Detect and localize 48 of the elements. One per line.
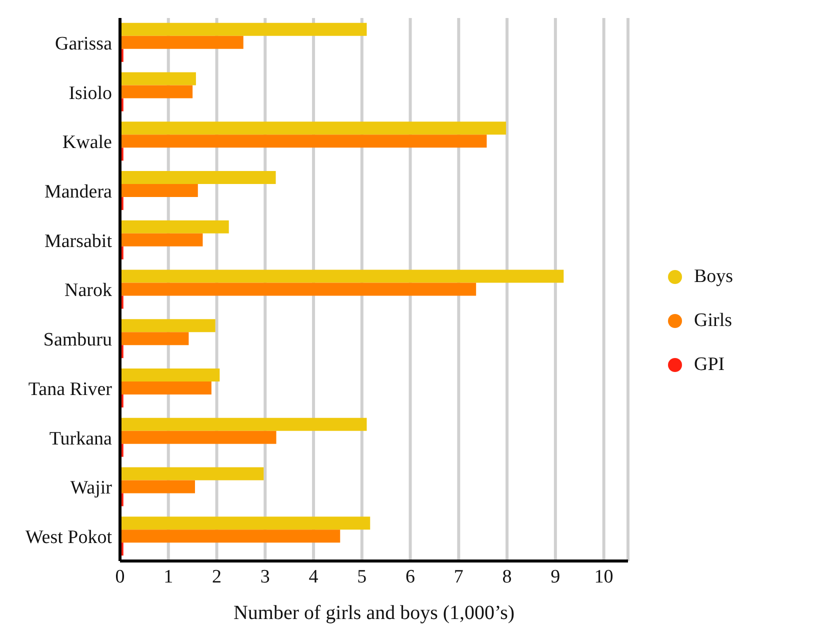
bar (120, 171, 276, 184)
bar (120, 85, 193, 98)
x-tick-label: 0 (115, 566, 125, 588)
bar (120, 430, 276, 444)
x-tick-label: 4 (308, 566, 319, 588)
y-tick-label: Kwale (62, 132, 112, 154)
y-tick-label: Isiolo (68, 82, 112, 104)
bar (120, 381, 212, 394)
bar (120, 36, 244, 49)
x-tick-label: 2 (212, 566, 222, 588)
y-tick-label: Narok (64, 280, 112, 302)
y-tick-label: Garissa (55, 33, 113, 54)
y-tick-label: West Pokot (25, 527, 113, 548)
bar (120, 220, 229, 234)
bar (120, 270, 564, 283)
y-tick-label: Tana River (28, 378, 113, 400)
bar (120, 184, 198, 198)
bar (120, 530, 340, 543)
bar (120, 332, 189, 346)
bar (120, 516, 370, 530)
x-tick-label: 6 (406, 566, 416, 588)
bar (120, 418, 367, 431)
x-tick-label: 1 (164, 566, 174, 588)
x-tick-label: 10 (594, 566, 614, 588)
bar (120, 282, 476, 296)
bar (120, 319, 216, 332)
legend-label: Boys (694, 266, 734, 286)
x-tick-label: 5 (357, 566, 367, 588)
x-tick-label: 8 (502, 566, 512, 588)
bar (120, 122, 506, 135)
bar (120, 467, 264, 480)
bar (120, 134, 487, 148)
x-tick-label: 3 (260, 566, 270, 588)
y-tick-label: Wajir (70, 478, 113, 499)
bar (120, 480, 195, 494)
x-tick-label: 7 (454, 566, 464, 588)
bar (120, 368, 220, 382)
y-tick-label: Mandera (44, 182, 113, 203)
y-tick-label: Marsabit (44, 230, 113, 252)
legend-label: GPI (694, 354, 725, 374)
y-tick-label: Turkana (49, 428, 113, 450)
x-tick-label: 9 (550, 566, 560, 588)
bar (120, 72, 196, 86)
x-axis-title: Number of girls and boys (1,000’s) (233, 602, 515, 624)
y-tick-label: Samburu (43, 330, 112, 351)
legend-label: Girls (694, 310, 732, 330)
bar (120, 233, 203, 246)
bar (120, 22, 367, 36)
